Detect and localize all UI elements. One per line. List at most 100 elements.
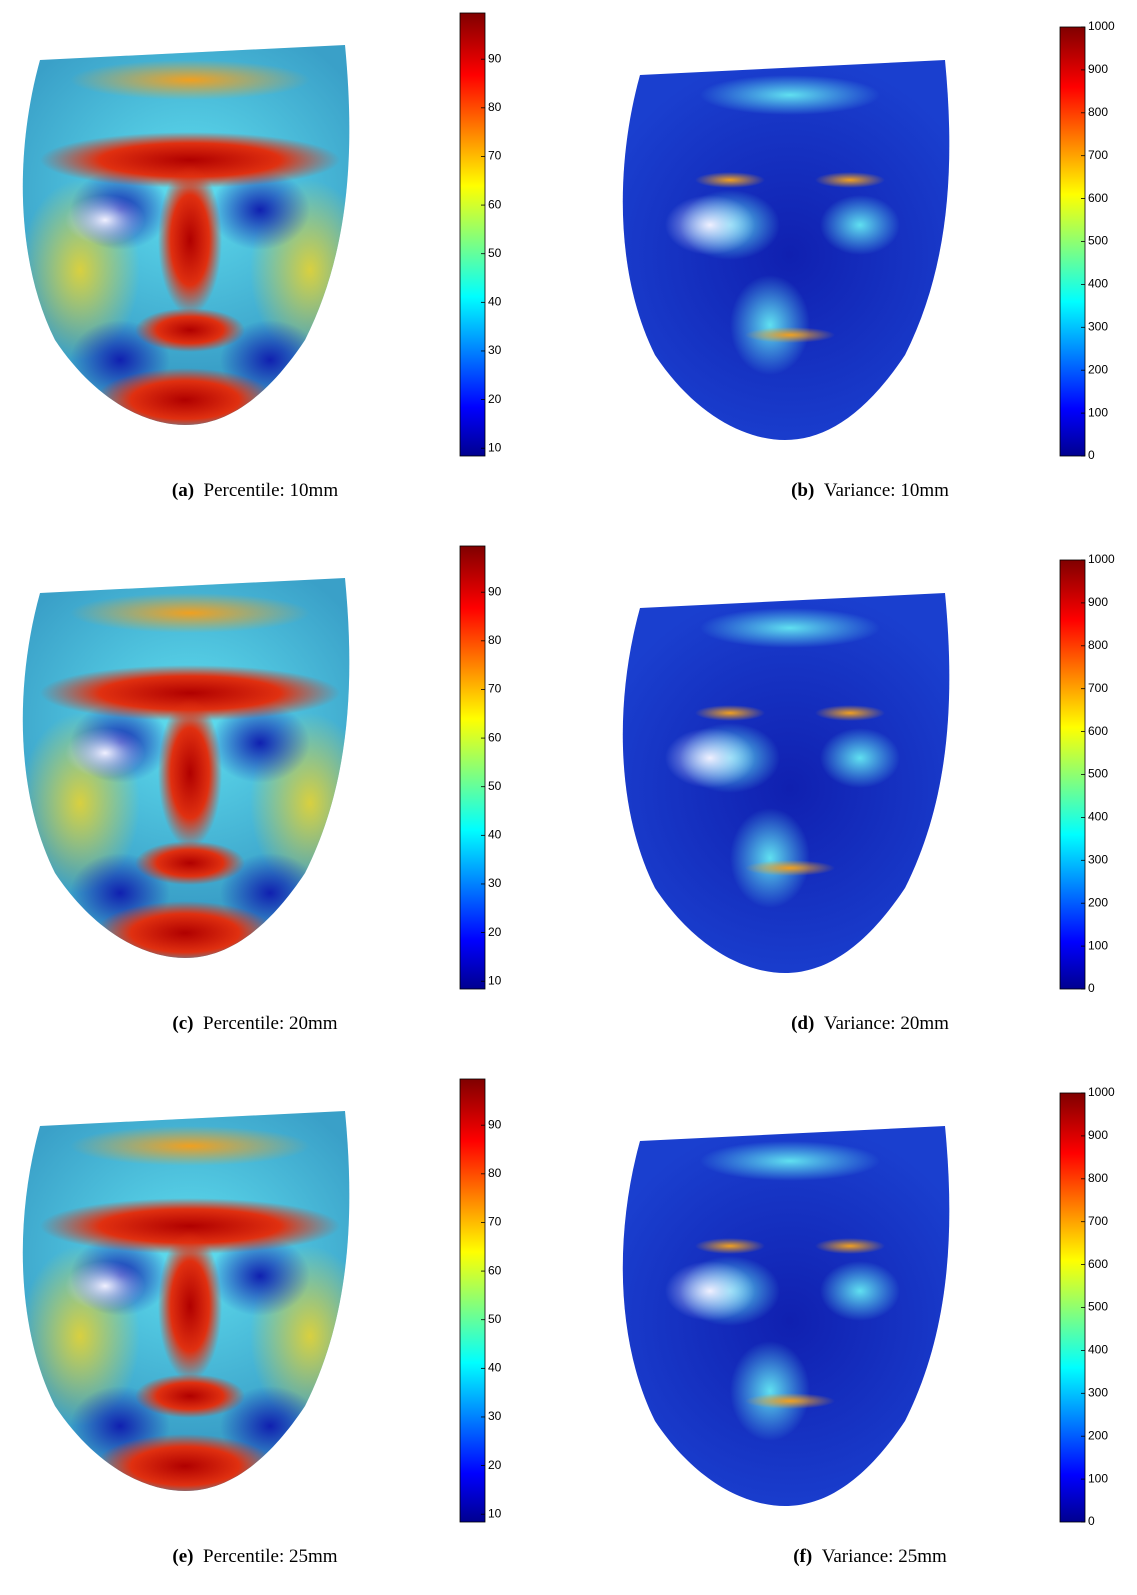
face-region [70, 60, 310, 100]
caption-text: Percentile: 25mm [203, 1546, 338, 1567]
colorbar-tick-label: 400 [1088, 810, 1108, 824]
caption: (c) Percentile: 20mm [172, 1013, 337, 1034]
colorbar-tick-label: 50 [488, 779, 502, 793]
caption-label: (f) [793, 1546, 812, 1567]
colorbar-tick-label: 40 [488, 1361, 502, 1375]
caption-text: Variance: 10mm [824, 480, 949, 501]
face-region [820, 1261, 900, 1321]
colorbar-tick-label: 600 [1088, 1257, 1108, 1271]
colorbar-tick-label: 300 [1088, 1385, 1108, 1399]
colorbar-tick-label: 70 [488, 682, 502, 696]
panel [590, 1121, 990, 1521]
caption-text: Percentile: 20mm [203, 1013, 338, 1034]
face-map [590, 588, 990, 988]
colorbar-tick-label: 0 [1088, 448, 1095, 462]
face-map [0, 1076, 390, 1506]
caption: (d) Variance: 20mm [791, 1013, 949, 1034]
face-region [695, 705, 765, 721]
colorbar-tick-label: 400 [1088, 1343, 1108, 1357]
caption-text: Variance: 25mm [822, 1546, 947, 1567]
colorbar-tick-label: 900 [1088, 1128, 1108, 1142]
colorbar-tick-label: 10 [488, 973, 502, 987]
caption-label: (b) [791, 480, 814, 501]
face-region [745, 1393, 835, 1409]
colorbar-tick-label: 20 [488, 925, 502, 939]
face-region [815, 705, 885, 721]
caption: (a) Percentile: 10mm [172, 480, 338, 501]
face-map [0, 10, 390, 440]
colorbar-tick-label: 20 [488, 1458, 502, 1472]
colorbar-tick-label: 70 [488, 149, 502, 163]
colorbar-tick-label: 30 [488, 876, 502, 890]
face-region [700, 75, 880, 115]
face-region [665, 1261, 755, 1321]
colorbar-tick-label: 800 [1088, 1171, 1108, 1185]
colorbar-tick-label: 10 [488, 440, 502, 454]
panel [0, 543, 390, 973]
panel [0, 1076, 390, 1506]
face-region [95, 368, 275, 432]
face-region [815, 172, 885, 188]
colorbar-tick-label: 600 [1088, 191, 1108, 205]
face-region [745, 327, 835, 343]
face-region [158, 1231, 222, 1381]
colorbar-tick-label: 0 [1088, 1514, 1095, 1528]
colorbar-tick-label: 50 [488, 1312, 502, 1326]
colorbar-tick-label: 900 [1088, 595, 1108, 609]
colorbar-tick-label: 700 [1088, 681, 1108, 695]
face-region [135, 308, 245, 352]
colorbar [460, 13, 485, 456]
colorbar-tick-label: 500 [1088, 234, 1108, 248]
colorbar-tick-label: 1000 [1088, 552, 1115, 566]
colorbar-tick-label: 80 [488, 100, 502, 114]
face-region [730, 1341, 810, 1441]
colorbar-tick-label: 20 [488, 392, 502, 406]
face-region [135, 1374, 245, 1418]
figure: 10 20 30 40 50 60 70 80 90 (a) Percentile: 10mm 0 1… [0, 0, 1137, 1595]
colorbar-tick-label: 80 [488, 1166, 502, 1180]
colorbar-tick-label: 0 [1088, 981, 1095, 995]
colorbar-tick-label: 500 [1088, 767, 1108, 781]
colorbar-tick-label: 50 [488, 246, 502, 260]
colorbar-tick-label: 60 [488, 730, 502, 744]
colorbar-tick-label: 700 [1088, 1214, 1108, 1228]
colorbar-tick-label: 90 [488, 584, 502, 598]
colorbar-tick-label: 40 [488, 828, 502, 842]
colorbar-tick-label: 200 [1088, 362, 1108, 376]
colorbar-tick-label: 300 [1088, 852, 1108, 866]
colorbar-tick-label: 90 [488, 51, 502, 65]
colorbar-tick-label: 100 [1088, 1471, 1108, 1485]
face-region [158, 698, 222, 848]
face-region [65, 728, 145, 778]
face-region [95, 901, 275, 965]
colorbar-tick-label: 300 [1088, 319, 1108, 333]
colorbar [460, 546, 485, 989]
colorbar-tick-label: 600 [1088, 724, 1108, 738]
colorbar-tick-label: 800 [1088, 638, 1108, 652]
face-region [70, 1126, 310, 1166]
colorbar-tick-label: 700 [1088, 148, 1108, 162]
colorbar-tick-label: 90 [488, 1117, 502, 1131]
colorbar-tick-label: 1000 [1088, 1085, 1115, 1099]
colorbar-tick-label: 70 [488, 1215, 502, 1229]
caption-text: Percentile: 10mm [204, 480, 339, 501]
face-region [70, 593, 310, 633]
face-map [590, 55, 990, 455]
face-region [700, 1141, 880, 1181]
face-region [158, 165, 222, 315]
face-region [745, 860, 835, 876]
colorbar-tick-label: 900 [1088, 62, 1108, 76]
colorbar [460, 1079, 485, 1522]
colorbar-tick-label: 1000 [1088, 19, 1115, 33]
colorbar-tick-label: 100 [1088, 405, 1108, 419]
face-region [665, 728, 755, 788]
colorbar-tick-label: 200 [1088, 895, 1108, 909]
panel [0, 10, 390, 440]
colorbar-tick-label: 200 [1088, 1428, 1108, 1442]
face-region [695, 1238, 765, 1254]
face-region [820, 728, 900, 788]
face-region [695, 172, 765, 188]
face-region [135, 841, 245, 885]
panel [590, 588, 990, 988]
colorbar-tick-label: 40 [488, 295, 502, 309]
